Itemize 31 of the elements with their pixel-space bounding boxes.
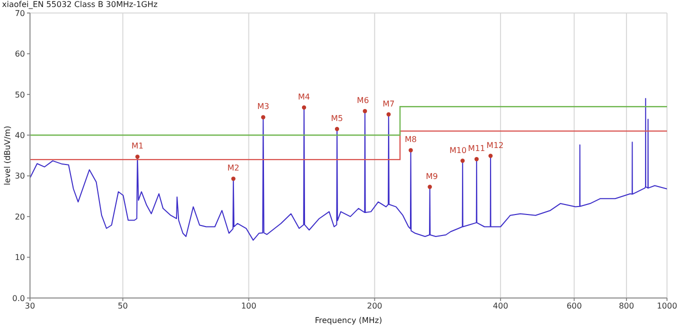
annotation: M7 — [382, 99, 395, 108]
y-tick-label: 20 — [14, 212, 25, 222]
x-tick-label: 400 — [492, 302, 508, 311]
x-tick-label: 200 — [366, 302, 382, 311]
annotation: M11 — [468, 144, 486, 154]
y-tick-label: 70 — [14, 8, 25, 18]
annotation: M12 — [486, 140, 504, 150]
x-tick-label: 1000 — [656, 302, 678, 311]
annotation: M4 — [298, 92, 310, 102]
annotation: M10 — [450, 146, 467, 155]
y-tick-label: 40 — [14, 130, 25, 140]
y-tick-label: 60 — [14, 50, 25, 59]
y-tick-label: 10 — [14, 253, 25, 262]
y-tick-label: 50 — [14, 90, 25, 100]
x-tick-label: 600 — [566, 302, 582, 311]
annotation: M9 — [426, 172, 438, 181]
annotation: M2 — [227, 164, 240, 173]
x-tick-label: 800 — [618, 302, 634, 311]
annotation: M8 — [404, 135, 417, 144]
x-tick-label: 30 — [24, 302, 36, 311]
annotation: M5 — [331, 114, 344, 124]
y-axis-title: level (dBuV/m) — [2, 126, 12, 186]
annotation: M1 — [131, 142, 144, 151]
x-axis-title: Frequency (MHz) — [314, 316, 382, 325]
chart-title: xiaofei_EN 55032 Class B 30MHz-1GHz — [2, 0, 158, 9]
y-tick-label: 0.0 — [12, 294, 25, 303]
y-tick-label: 30 — [14, 172, 25, 181]
annotation: M6 — [356, 96, 369, 106]
x-tick-label: 100 — [241, 302, 256, 311]
x-tick-label: 50 — [118, 302, 128, 311]
annotation: M3 — [257, 102, 270, 112]
